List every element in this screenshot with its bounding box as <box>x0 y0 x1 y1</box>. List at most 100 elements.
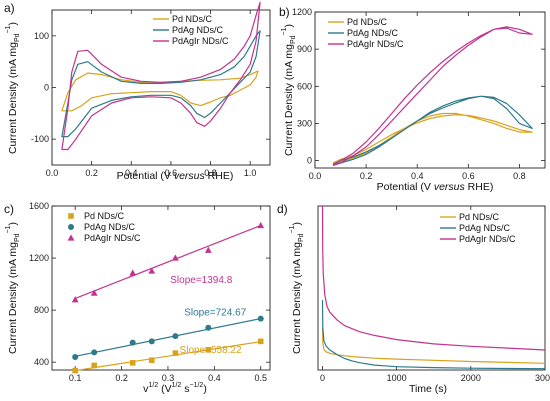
panel-a-legend-label-0: Pd NDs/C <box>172 14 213 24</box>
panel-c-point-triangle <box>129 269 137 276</box>
panel-a-xtick-label: 0.4 <box>125 168 138 178</box>
panel-c: c) v1/2 (V1/2 s−1/2) Current Density (mA… <box>4 201 271 395</box>
panel-c-legend-marker-1 <box>68 224 74 230</box>
panel-c-point-square <box>72 367 78 374</box>
panel-a-xlabel-ital: versus <box>174 170 206 182</box>
panel-d-ylabel-sub: Pd <box>298 233 305 242</box>
panel-c-point-circle <box>72 353 79 360</box>
panel-d-ylabel: Current Density (mA mgPd−1) <box>289 222 305 354</box>
panel-c-xlabel-close: ) <box>203 383 207 395</box>
panel-c-ytick-label: 1200 <box>29 253 49 263</box>
panel-c-ylabel-sub: Pd <box>14 233 21 242</box>
panel-a-series-0-line <box>61 70 259 112</box>
panel-a-ylabel-main: Current Density (mA mg <box>7 42 19 154</box>
panel-d-legend-label-0: Pd NDs/C <box>459 212 500 222</box>
panel-b-xtick-label: 0.2 <box>360 171 373 181</box>
panel-a-ylabel-sub: Pd <box>14 33 21 42</box>
panel-b-ytick-label: 600 <box>297 81 312 91</box>
panel-a-ytick-label: 100 <box>34 31 49 41</box>
panel-d-ylabel-sup: −1 <box>289 225 296 233</box>
panel-c-legend-label-1: PdAg NDs/C <box>84 222 136 232</box>
panel-d-ylabel-main: Current Density (mA mg <box>291 242 303 354</box>
panel-b-ytick-label: 0 <box>307 156 312 166</box>
panel-a-xlabel: Potential (V versus RHE) <box>117 170 234 182</box>
panel-c-point-circle <box>205 324 212 331</box>
panel-c-point-square <box>205 347 212 353</box>
panel-c-annotation-0: Slope=1394.8 <box>170 275 232 286</box>
panel-c-annotation-2: Slope=558.22 <box>180 345 242 356</box>
panel-a-legend-label-1: PdAg NDs/C <box>172 25 224 35</box>
panel-d-series-0-line <box>321 327 546 364</box>
panel-d-legend-label-1: PdAg NDs/C <box>459 223 511 233</box>
panel-a: a) Potential (V versus RHE) Current Dens… <box>4 1 271 182</box>
panel-c-ylabel-sup: −1 <box>5 225 12 233</box>
panel-c-fit-line-2 <box>74 224 261 299</box>
panel-c-point-circle <box>148 338 155 345</box>
panel-d-series-1-line <box>321 300 546 370</box>
panel-b-xlabel-pre: Potential (V <box>377 181 434 193</box>
panel-a-ylabel-sup: −1 <box>5 25 12 33</box>
panel-d: d) Time (s) Current Density (mA mgPd−1) … <box>277 202 550 395</box>
panel-a-series-1-line <box>61 30 261 138</box>
panel-c-xlabel-s: s <box>181 383 189 395</box>
panel-c-frame <box>51 205 271 371</box>
panel-b: b) Potential (V versus RHE) Current Dens… <box>279 5 546 193</box>
panel-a-frame <box>51 9 271 166</box>
panel-a-xlabel-post: RHE) <box>205 170 234 182</box>
panel-c-point-circle <box>91 349 98 356</box>
panel-b-xtick-label: 0.0 <box>309 171 322 181</box>
panel-c-xlabel-V-sup: 1/2 <box>172 382 182 389</box>
panel-b-xtick-label: 0.6 <box>462 171 475 181</box>
panel-c-legend-marker-0 <box>68 213 74 219</box>
panel-c-point-triangle <box>171 254 179 261</box>
panel-c-point-circle <box>257 315 264 322</box>
panel-d-series-2-line <box>321 205 546 351</box>
panel-c-fit-line-0 <box>75 341 261 372</box>
panel-b-xlabel-post: RHE) <box>465 181 494 193</box>
panel-b-xlabel: Potential (V versus RHE) <box>377 181 494 193</box>
panel-c-point-square <box>257 338 264 345</box>
panel-b-ytick-label: 300 <box>297 118 312 128</box>
panel-a-legend-label-2: PdAgIr NDs/C <box>172 36 229 46</box>
panel-c-point-triangle <box>90 289 98 296</box>
panel-c-point-circle <box>172 333 179 340</box>
panel-c-label: c) <box>4 202 14 216</box>
panel-c-annotation-1: Slope=724.67 <box>184 307 246 318</box>
panel-b-frame <box>314 11 546 169</box>
panel-c-point-square <box>129 360 136 366</box>
panel-b-label: b) <box>279 5 290 19</box>
panel-c-xtick-label: 0.4 <box>208 373 221 383</box>
panel-a-ylabel-close: ) <box>7 22 19 26</box>
panel-d-xtick-label: 2000 <box>461 373 481 383</box>
panel-a-ylabel: Current Density (mA mgPd−1) <box>5 22 21 154</box>
panel-b-legend-label-1: PdAg NDs/C <box>347 28 399 38</box>
panel-c-legend-label-0: Pd NDs/C <box>84 211 125 221</box>
panel-b-xtick-label: 0.8 <box>513 171 526 181</box>
panel-d-ylabel-close: ) <box>291 222 303 226</box>
panel-c-ylabel-main: Current Density (mA mg <box>7 242 19 354</box>
panel-b-ylabel: Current Density (mA mgPd−1) <box>281 24 297 156</box>
panel-d-xtick-label: 0 <box>320 373 325 383</box>
panel-d-xlabel: Time (s) <box>409 383 447 395</box>
panel-d-frame <box>317 205 546 371</box>
panel-c-xlabel-s-sup: −1/2 <box>189 382 203 389</box>
panel-c-ylabel: Current Density (mA mgPd−1) <box>5 222 21 354</box>
panel-b-xtick-label: 0.4 <box>411 171 424 181</box>
panel-b-series-2-line <box>332 26 533 167</box>
panel-b-legend-label-2: PdAgIr NDs/C <box>347 39 404 49</box>
panel-c-ytick-label: 1600 <box>29 201 49 211</box>
panel-a-xlabel-pre: Potential (V <box>117 170 174 182</box>
panel-c-fit-line-1 <box>75 317 261 357</box>
panel-c-point-square <box>148 357 155 364</box>
panel-c-point-triangle <box>204 246 212 253</box>
panel-c-legend-marker-2 <box>67 234 75 241</box>
panel-c-xtick-label: 0.2 <box>115 373 128 383</box>
panel-b-xlabel-ital: versus <box>434 181 466 193</box>
panel-c-legend-label-2: PdAgIr NDs/C <box>84 233 141 243</box>
panel-d-xtick-label: 3000 <box>535 373 550 383</box>
panel-d-xtick-label: 1000 <box>387 373 407 383</box>
panel-b-series-0-line <box>332 112 533 164</box>
panel-b-ylabel-close: ) <box>283 24 295 28</box>
